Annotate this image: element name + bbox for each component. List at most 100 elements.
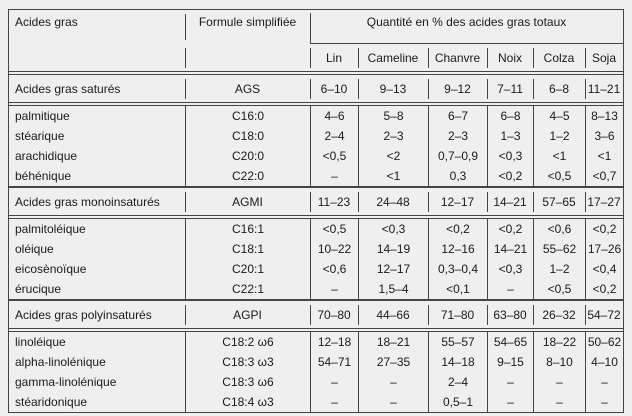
value-cell: <0,6 bbox=[533, 219, 585, 239]
value-cell: <1 bbox=[358, 166, 428, 188]
value-cell: <0,2 bbox=[487, 219, 533, 239]
section-name: Acides gras saturés bbox=[9, 75, 185, 106]
detail-row: oléique C18:1 10–22 14–19 12–16 14–21 55–62 17–… bbox=[9, 239, 623, 259]
section-value-cell: 11–23 bbox=[310, 188, 358, 219]
acid-name: eicosènoïque bbox=[15, 262, 87, 276]
value-cell: <0,3 bbox=[487, 146, 533, 166]
value-cell: – bbox=[585, 372, 623, 392]
value-cell: 55–62 bbox=[533, 239, 585, 259]
value-cell: 27–35 bbox=[358, 352, 428, 372]
section-value-cell: 57–65 bbox=[533, 188, 585, 219]
value-cell: 1–2 bbox=[533, 259, 585, 279]
acid-formula: C16:1 bbox=[185, 219, 310, 239]
detail-row: alpha-linolénique C18:3 ω3 54–71 27–35 14–18… bbox=[9, 352, 623, 372]
fatty-acids-table-container: Acides gras Formule simplifiée Quantité … bbox=[8, 9, 624, 413]
section-value-cell: 17–27 bbox=[585, 188, 624, 219]
section-value-cell: 26–32 bbox=[533, 301, 585, 332]
value-cell: <0,6 bbox=[310, 259, 358, 279]
section-name: Acides gras polyinsaturés bbox=[9, 301, 185, 332]
value-cell: 50–62 bbox=[585, 332, 623, 352]
section-name: Acides gras monoinsaturés bbox=[9, 188, 185, 219]
detail-row: linoléique C18:2 ω6 12–18 18–21 55–57 54–65 18… bbox=[9, 332, 623, 352]
acid-name: stéarique bbox=[15, 129, 65, 143]
value-cell: 5–8 bbox=[358, 106, 428, 126]
acid-formula: C22:1 bbox=[185, 279, 310, 301]
value-cell: 12–17 bbox=[358, 259, 428, 279]
section-formula: AGPI bbox=[185, 301, 310, 332]
value-cell: 12–18 bbox=[310, 332, 358, 352]
section-value-cell: 70–80 bbox=[310, 301, 358, 332]
acid-name: palmitoléique bbox=[15, 222, 86, 236]
section-value-cell: 11–21 bbox=[585, 75, 624, 106]
value-cell: <0,5 bbox=[533, 279, 585, 301]
acid-name: érucique bbox=[9, 279, 185, 301]
value-cell: – bbox=[310, 279, 358, 301]
detail-row: stéaridonique C18:4 ω3– –0,5–1– – – bbox=[9, 392, 623, 412]
value-cell: <0,2 bbox=[585, 279, 624, 301]
column-header-oil-chanvre: Chanvre bbox=[428, 44, 487, 75]
value-cell: 4–5 bbox=[533, 106, 585, 126]
value-cell: <2 bbox=[358, 146, 428, 166]
value-cell: 14–21 bbox=[487, 239, 533, 259]
section-value-cell: 7–11 bbox=[487, 75, 533, 106]
header-row-2: Lin Cameline Chanvre Noix Colza Soja bbox=[9, 44, 624, 75]
section-value-cell: 9–12 bbox=[428, 75, 487, 106]
acid-formula: C18:4 ω3 bbox=[185, 392, 310, 412]
column-header-formule: Formule simplifiée bbox=[185, 10, 310, 44]
acid-formula: C18:3 ω3 bbox=[185, 352, 310, 372]
value-cell: 2–4 bbox=[428, 372, 487, 392]
value-cell: 10–22 bbox=[310, 239, 358, 259]
value-cell: <0,5 bbox=[533, 166, 585, 188]
detail-row: stéarique C18:0 2–4 2–3 2–3 1–3 1–2 3–6 bbox=[9, 126, 623, 146]
header-spacer-2 bbox=[185, 44, 310, 75]
column-header-oil-lin: Lin bbox=[310, 44, 358, 75]
table-body: Acides gras saturés AGS 6–10 9–13 9–12 7–11 6–… bbox=[9, 75, 624, 412]
column-group-header-quantite: Quantité en % des acides gras totaux bbox=[310, 10, 624, 44]
value-cell: – bbox=[358, 372, 428, 392]
value-cell: 9–15 bbox=[487, 352, 533, 372]
value-cell: – bbox=[487, 392, 533, 412]
value-cell: 18–21 bbox=[358, 332, 428, 352]
value-cell: 18–22 bbox=[533, 332, 585, 352]
section-summary-row: Acides gras saturés AGS 6–10 9–13 9–12 7–11 6–… bbox=[9, 75, 624, 106]
section-value-cell: 44–66 bbox=[358, 301, 428, 332]
value-cell: 1–3 bbox=[487, 126, 533, 146]
fatty-acids-table: Acides gras Formule simplifiée Quantité … bbox=[9, 10, 624, 412]
value-cell: 17–26 bbox=[585, 239, 623, 259]
acid-formula: C16:0 bbox=[185, 106, 310, 126]
value-cell: 8–10 bbox=[533, 352, 585, 372]
section-value-cell: 6–8 bbox=[533, 75, 585, 106]
header-row-1: Acides gras Formule simplifiée Quantité … bbox=[9, 10, 624, 44]
value-cell: 6–8 bbox=[487, 106, 533, 126]
section-value-cell: 6–10 bbox=[310, 75, 358, 106]
value-cell: <0,5 bbox=[310, 146, 358, 166]
value-cell: 4–10 bbox=[585, 352, 623, 372]
acid-name: alpha-linolénique bbox=[15, 355, 106, 369]
value-cell: 0,7–0,9 bbox=[428, 146, 487, 166]
value-cell: 3–6 bbox=[585, 126, 623, 146]
value-cell: – bbox=[310, 392, 358, 412]
value-cell: <0,1 bbox=[428, 279, 487, 301]
acid-formula: C20:1 bbox=[185, 259, 310, 279]
value-cell: <0,2 bbox=[487, 166, 533, 188]
value-cell: 12–16 bbox=[428, 239, 487, 259]
value-cell: 55–57 bbox=[428, 332, 487, 352]
value-cell: 2–3 bbox=[358, 126, 428, 146]
detail-row: érucique C22:1–1,5–4 <0,1– <0,5 <0,2 bbox=[9, 279, 624, 301]
acid-name: palmitique bbox=[15, 109, 70, 123]
value-cell: – bbox=[533, 372, 585, 392]
acid-name: béhénique bbox=[9, 166, 185, 188]
column-header-oil-noix: Noix bbox=[487, 44, 533, 75]
section-value-cell: 71–80 bbox=[428, 301, 487, 332]
acid-formula: C22:0 bbox=[185, 166, 310, 188]
section-formula: AGS bbox=[185, 75, 310, 106]
value-cell: 6–7 bbox=[428, 106, 487, 126]
detail-row: eicosènoïque C20:1 <0,6 12–17 0,3–0,4 <0,3 1–2… bbox=[9, 259, 623, 279]
column-header-oil-cameline: Cameline bbox=[358, 44, 428, 75]
value-cell: <1 bbox=[533, 146, 585, 166]
section-value-cell: 24–48 bbox=[358, 188, 428, 219]
column-header-acides-gras: Acides gras bbox=[15, 15, 78, 29]
acid-formula: C18:0 bbox=[185, 126, 310, 146]
value-cell: <0,4 bbox=[585, 259, 623, 279]
acid-name: oléique bbox=[15, 242, 54, 256]
